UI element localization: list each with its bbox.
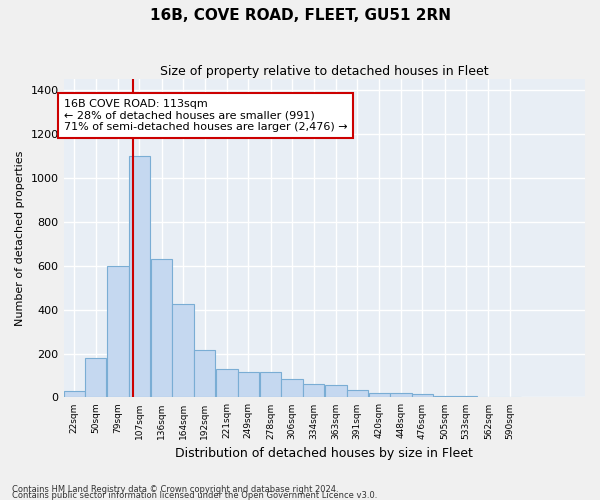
Bar (216, 369, 238, 398)
Bar (369, 393, 390, 398)
Text: Contains HM Land Registry data © Crown copyright and database right 2024.: Contains HM Land Registry data © Crown c… (12, 486, 338, 494)
Text: Contains public sector information licensed under the Open Government Licence v3: Contains public sector information licen… (12, 492, 377, 500)
Bar (129, 156, 150, 398)
Bar (478, 396, 499, 398)
Bar (260, 372, 281, 398)
Bar (172, 304, 194, 398)
Bar (325, 386, 347, 398)
Bar (303, 384, 324, 398)
Text: 16B, COVE ROAD, FLEET, GU51 2RN: 16B, COVE ROAD, FLEET, GU51 2RN (149, 8, 451, 22)
Bar (434, 396, 455, 398)
X-axis label: Distribution of detached houses by size in Fleet: Distribution of detached houses by size … (175, 447, 473, 460)
Bar (64, 391, 85, 398)
Bar (412, 394, 433, 398)
Bar (455, 396, 477, 398)
Bar (281, 379, 303, 398)
Bar (347, 390, 368, 398)
Y-axis label: Number of detached properties: Number of detached properties (15, 150, 25, 326)
Text: 16B COVE ROAD: 113sqm
← 28% of detached houses are smaller (991)
71% of semi-det: 16B COVE ROAD: 113sqm ← 28% of detached … (64, 99, 347, 132)
Bar (390, 394, 412, 398)
Bar (151, 259, 172, 398)
Bar (194, 350, 215, 398)
Title: Size of property relative to detached houses in Fleet: Size of property relative to detached ho… (160, 65, 488, 78)
Bar (238, 372, 259, 398)
Bar (107, 266, 129, 398)
Bar (85, 358, 106, 398)
